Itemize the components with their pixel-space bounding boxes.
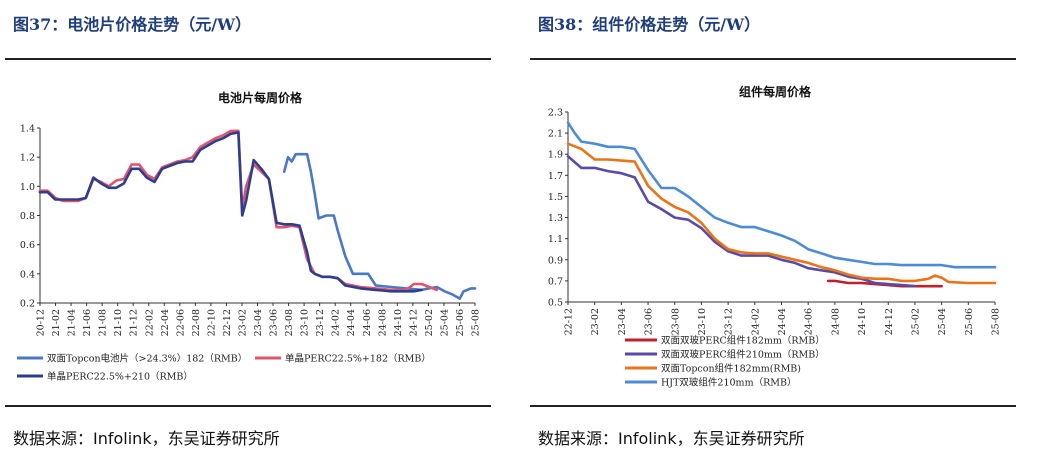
x-tick-label: 22-02: [144, 309, 155, 336]
x-tick-label: 23-06: [644, 308, 655, 335]
chart-title: 组件每周价格: [739, 84, 812, 99]
y-tick-label: 1.2: [20, 153, 35, 164]
x-tick-label: 22-04: [160, 309, 171, 336]
x-tick-label: 23-06: [269, 309, 280, 336]
x-tick-label: 24-12: [408, 309, 419, 336]
y-tick-label: 0.8: [20, 211, 35, 222]
x-tick-label: 21-06: [82, 309, 93, 336]
legend-label: 单晶PERC22.5%+182（RMB）: [285, 353, 431, 365]
y-tick-label: 1.3: [548, 213, 563, 224]
legend-label: 双面Topcon组件182mm(RMB): [661, 363, 801, 375]
x-tick-label: 23-02: [237, 309, 248, 336]
legend-label: 双面双玻PERC组件210mm（RMB）: [661, 349, 825, 361]
x-tick-label: 20-12: [36, 309, 47, 336]
x-tick-label: 24-06: [362, 309, 373, 336]
x-tick-label: 25-02: [910, 308, 921, 335]
x-tick-label: 24-04: [346, 309, 357, 336]
figure-title: 图38：组件价格走势（元/W）: [538, 15, 761, 34]
y-tick-label: 1.9: [548, 150, 563, 161]
x-tick-label: 25-02: [424, 309, 435, 336]
x-tick-label: 22-10: [206, 309, 217, 336]
x-tick-label: 24-02: [331, 309, 342, 336]
x-tick-label: 23-04: [253, 309, 264, 336]
x-tick-label: 23-10: [300, 309, 311, 336]
series-line-2: [566, 155, 917, 288]
x-tick-label: 23-10: [697, 308, 708, 335]
bottom-rule: [530, 405, 1016, 407]
x-tick-label: 24-10: [393, 309, 404, 336]
y-tick-label: 1.7: [548, 171, 563, 182]
legend-label: 单晶PERC22.5%+210（RMB）: [47, 371, 193, 383]
top-rule: [5, 58, 491, 60]
x-tick-label: 25-04: [439, 309, 450, 336]
x-tick-label: 25-06: [964, 308, 975, 335]
y-tick-label: 1.5: [548, 192, 563, 203]
y-tick-label: 2.1: [548, 129, 563, 140]
y-tick-label: 1.0: [20, 182, 35, 193]
y-tick-label: 0.4: [20, 269, 35, 280]
x-tick-label: 25-04: [937, 308, 948, 335]
x-tick-label: 22-06: [175, 309, 186, 336]
x-tick-label: 23-08: [284, 309, 295, 336]
bottom-rule: [5, 405, 491, 407]
source-note: 数据来源：Infolink，东吴证券研究所: [538, 429, 805, 448]
series-line-3: [38, 131, 423, 293]
x-tick-label: 25-08: [471, 309, 482, 336]
x-tick-label: 24-08: [830, 308, 841, 335]
x-tick-label: 23-02: [590, 308, 601, 335]
x-tick-label: 24-12: [884, 308, 895, 335]
x-tick-label: 23-08: [670, 308, 681, 335]
x-tick-label: 21-08: [98, 309, 109, 336]
x-tick-label: 23-04: [617, 308, 628, 335]
figure-panel-module-price: 图38：组件价格走势（元/W） 组件每周价格 0.5 0.7 0.9 1.1 1.3 1.5…: [530, 0, 1016, 461]
x-tick-label: 25-06: [455, 309, 466, 336]
x-tick-label: 21-02: [51, 309, 62, 336]
x-tick-label: 24-04: [777, 308, 788, 335]
series-line-4: [566, 121, 997, 269]
figure-panel-cell-price: 图37：电池片价格走势（元/W） 电池片每周价格 0.2 0.4 0.6 0.8 1.0 1…: [5, 0, 491, 461]
x-tick-label: 22-12: [564, 308, 575, 335]
x-tick-label: 22-08: [191, 309, 202, 336]
x-tick-label: 24-10: [857, 308, 868, 335]
x-tick-label: 24-08: [377, 309, 388, 336]
chart-title: 电池片每周价格: [218, 90, 303, 105]
y-tick-label: 0.5: [548, 298, 563, 309]
x-tick-label: 22-12: [222, 309, 233, 336]
source-note: 数据来源：Infolink，东吴证券研究所: [13, 429, 280, 448]
cell-price-chart: 电池片每周价格 0.2 0.4 0.6 0.8 1.0 1.2 1.4 20-12 21-02 21…: [17, 90, 482, 383]
x-tick-label: 24-06: [804, 308, 815, 335]
series-line-3: [566, 142, 997, 285]
y-tick-label: 0.9: [548, 255, 563, 266]
y-tick-label: 2.3: [548, 108, 563, 119]
top-rule: [530, 58, 1016, 60]
series-line-1: [282, 152, 477, 300]
x-tick-label: 23-12: [315, 309, 326, 336]
y-tick-label: 0.6: [20, 240, 35, 251]
module-price-chart: 组件每周价格 0.5 0.7 0.9 1.1 1.3 1.5 1.7 1.9 2.1 2.3 22-1…: [548, 84, 1002, 389]
figure-title: 图37：电池片价格走势（元/W）: [13, 15, 252, 34]
x-tick-label: 21-10: [113, 309, 124, 336]
x-tick-label: 24-02: [750, 308, 761, 335]
y-tick-label: 0.7: [548, 276, 563, 287]
y-tick-label: 0.2: [20, 299, 35, 310]
x-tick-label: 25-08: [991, 308, 1002, 335]
x-tick-label: 23-12: [724, 308, 735, 335]
legend-label: HJT双玻组件210mm（RMB）: [661, 377, 796, 389]
legend-label: 双面双玻PERC组件182mm（RMB）: [661, 335, 825, 347]
legend-label: 双面Topcon电池片（>24.3%）182（RMB）: [47, 353, 247, 365]
x-tick-label: 21-04: [67, 309, 78, 336]
y-tick-label: 1.1: [548, 234, 563, 245]
x-tick-label: 21-12: [129, 309, 140, 336]
y-tick-label: 1.4: [20, 124, 35, 135]
